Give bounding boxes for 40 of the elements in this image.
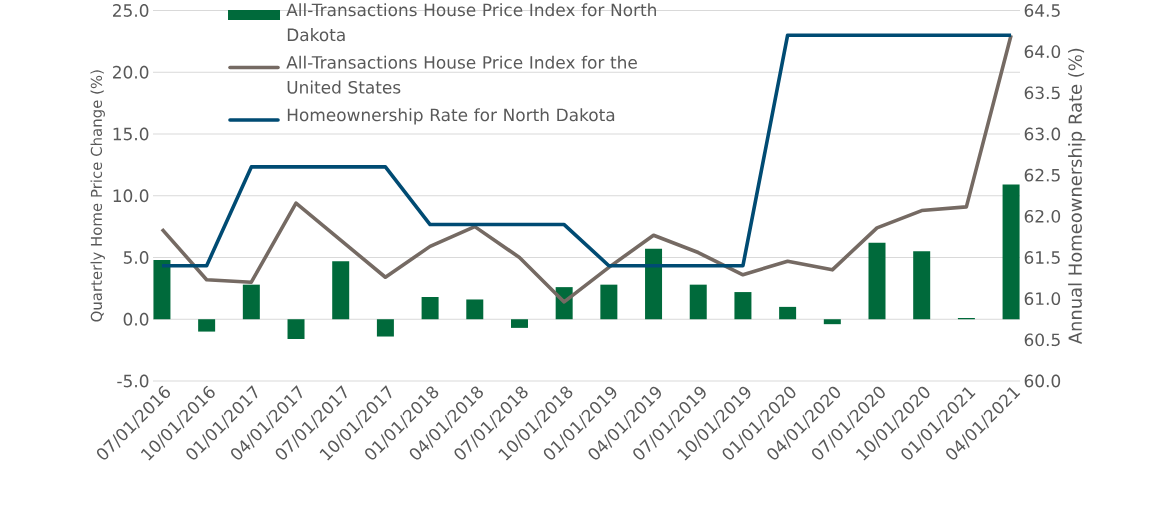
bar bbox=[689, 284, 707, 320]
y2-tick-label: 61.5 bbox=[1024, 251, 1060, 264]
bar bbox=[242, 284, 260, 320]
bar bbox=[1002, 184, 1020, 320]
legend-label: All-Transactions House Price Index for the United States bbox=[286, 55, 637, 94]
y-tick-label: -5.0 bbox=[117, 374, 149, 388]
bar bbox=[734, 292, 752, 320]
bar bbox=[600, 284, 618, 320]
bar bbox=[466, 299, 484, 320]
y2-tick-label: 60.0 bbox=[1024, 374, 1061, 388]
y2-tick-label: 64.0 bbox=[1024, 45, 1061, 59]
y2-axis-title: Annual Homeownership Rate (%) bbox=[1068, 48, 1086, 345]
y-tick-label: 10.0 bbox=[113, 189, 149, 203]
bar bbox=[779, 306, 797, 320]
y2-tick-label: 62.0 bbox=[1024, 209, 1061, 223]
y2-tick-label: 61.0 bbox=[1024, 292, 1061, 306]
y2-tick-label: 64.5 bbox=[1024, 4, 1060, 17]
bar bbox=[421, 297, 439, 320]
bar bbox=[913, 251, 931, 320]
y-tick-label: 15.0 bbox=[113, 127, 149, 141]
bar bbox=[332, 261, 350, 320]
y2-tick-label: 63.0 bbox=[1024, 127, 1061, 141]
legend-label: Homeownership Rate for North Dakota bbox=[287, 108, 615, 125]
bar bbox=[645, 248, 663, 320]
y2-tick-label: 63.5 bbox=[1024, 86, 1060, 100]
bar bbox=[287, 319, 305, 339]
y-tick-label: 25.0 bbox=[113, 4, 149, 17]
y-axis-title: Quarterly Home Price Change (%) bbox=[90, 70, 105, 322]
bar bbox=[198, 319, 216, 332]
bar bbox=[510, 319, 528, 328]
bar bbox=[868, 242, 886, 320]
y2-tick-label: 60.5 bbox=[1024, 333, 1060, 347]
y2-tick-label: 62.5 bbox=[1024, 168, 1060, 182]
bar bbox=[376, 319, 394, 337]
legend-label: All-Transactions House Price Index for North Dakota bbox=[286, 3, 656, 42]
y-tick-label: 0.0 bbox=[123, 312, 149, 326]
y-tick-label: 5.0 bbox=[123, 251, 149, 264]
bar bbox=[823, 319, 841, 325]
y-tick-label: 20.0 bbox=[113, 65, 149, 79]
bar bbox=[153, 259, 171, 320]
